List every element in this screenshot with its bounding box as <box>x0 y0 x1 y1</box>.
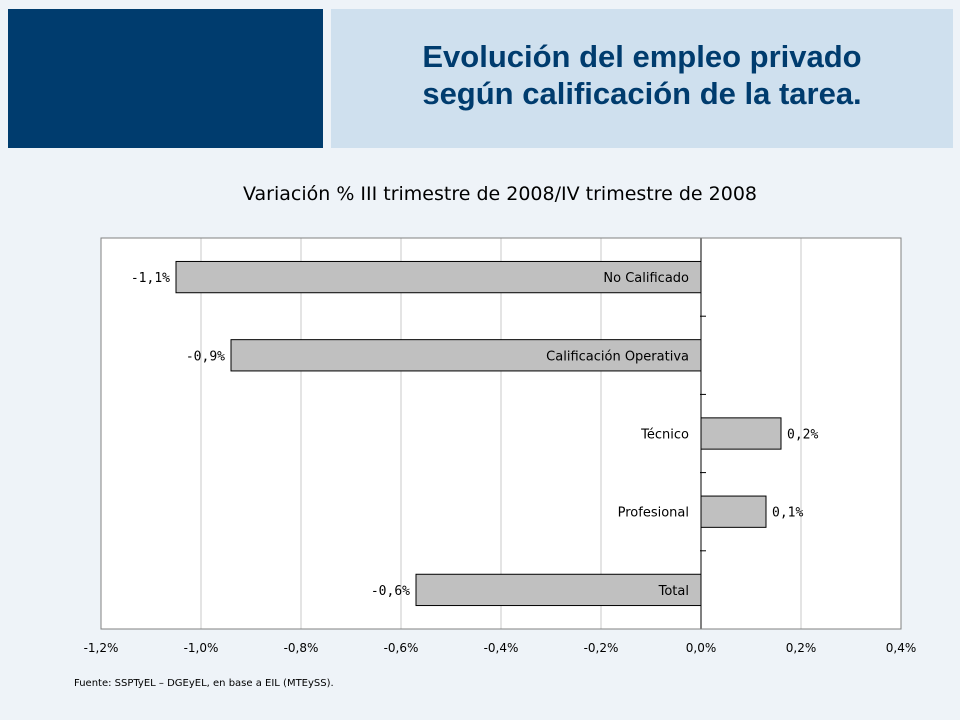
x-tick-label: 0,0% <box>686 641 717 655</box>
category-label: No Calificado <box>603 271 689 286</box>
data-label: -1,1% <box>131 271 170 286</box>
x-tick-label: 0,4% <box>886 641 917 655</box>
x-tick-label: -1,2% <box>84 641 119 655</box>
category-label: Calificación Operativa <box>546 349 689 364</box>
data-label: -0,6% <box>371 584 410 599</box>
bar <box>700 417 782 450</box>
data-label: 0,1% <box>772 506 803 521</box>
data-label: -0,9% <box>186 349 225 364</box>
bar <box>175 260 702 294</box>
x-tick-label: 0,2% <box>786 641 817 655</box>
page-title-line2: según calificación de la tarea. <box>422 76 862 111</box>
page-title: Evolución del empleo privado según calif… <box>331 38 953 112</box>
bar <box>700 495 767 528</box>
x-tick-label: -0,2% <box>584 641 619 655</box>
x-tick-label: -0,4% <box>484 641 519 655</box>
category-label: Técnico <box>640 428 689 443</box>
bar <box>230 339 702 372</box>
header-title-panel <box>331 9 953 148</box>
category-label: Profesional <box>618 506 689 521</box>
header-accent-block <box>8 9 323 148</box>
x-tick-label: -0,6% <box>384 641 419 655</box>
data-label: 0,2% <box>787 428 818 443</box>
x-tick-label: -1,0% <box>184 641 219 655</box>
category-label: Total <box>658 584 689 599</box>
x-tick-label: -0,8% <box>284 641 319 655</box>
chart-title: Variación % III trimestre de 2008/IV tri… <box>243 183 757 205</box>
axes: -1,2% -1,0% -0,8% -0,6% -0,4% -0,2% 0,0% 0,2% 0,… <box>84 238 917 655</box>
plot-border <box>100 237 902 630</box>
bars: No Calificado -1,1% Calificación Operativa… <box>131 260 818 607</box>
page-title-line1: Evolución del empleo privado <box>422 39 862 74</box>
source-note: Fuente: SSPTyEL – DGEyEL, en base a EIL … <box>74 678 334 689</box>
